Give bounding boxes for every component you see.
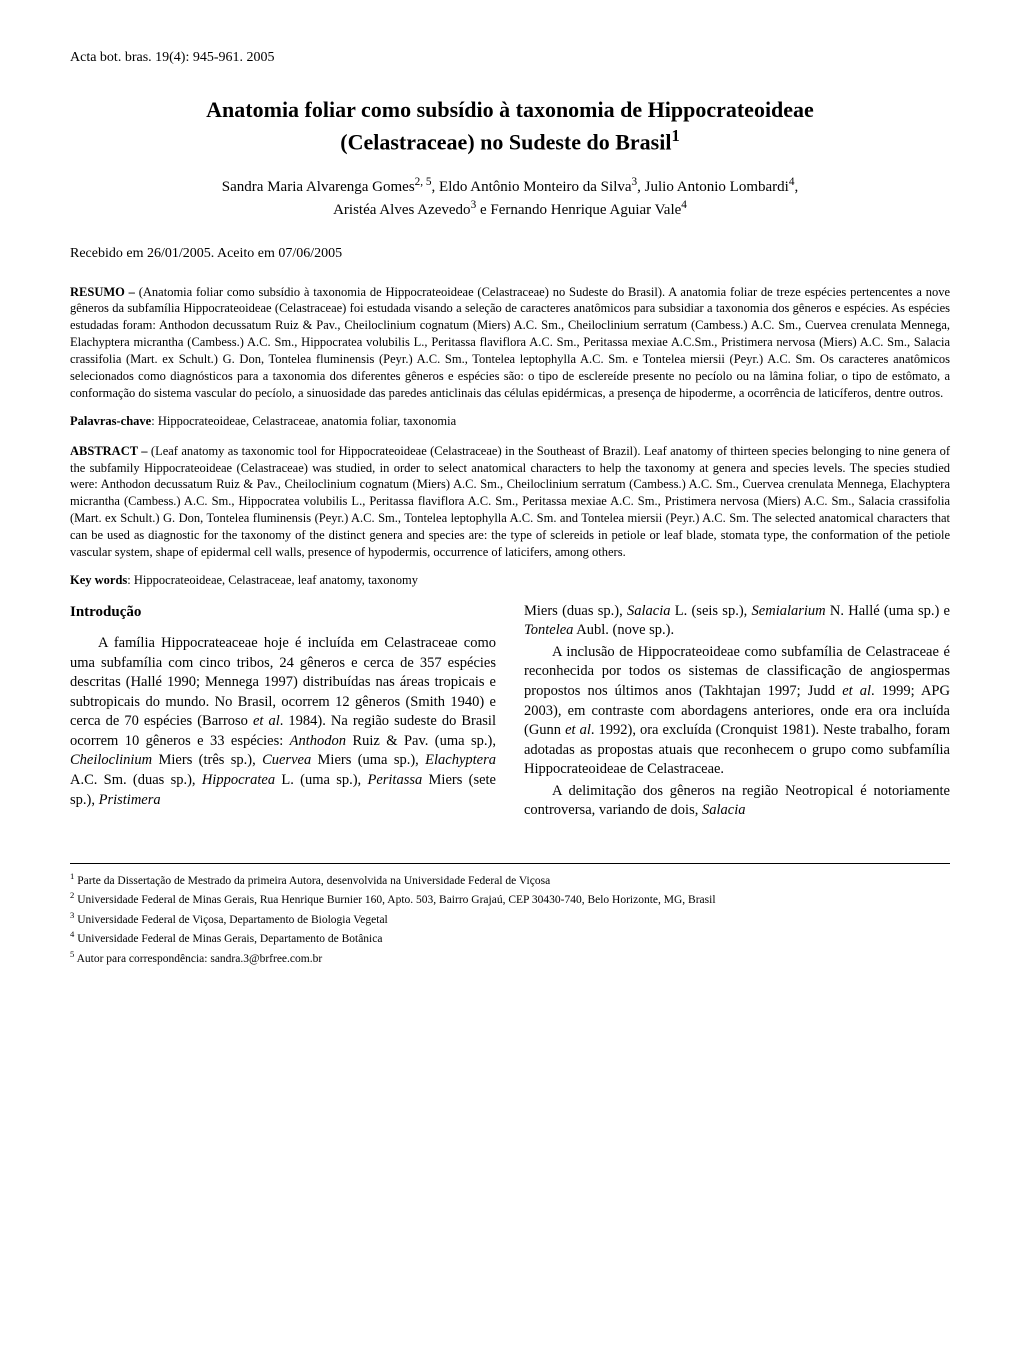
received-accepted: Recebido em 26/01/2005. Aceito em 07/06/… [70, 246, 950, 262]
fn-sup-4: 4 [70, 929, 74, 939]
p1-m: L. (uma sp.), [275, 772, 367, 788]
palavras-chave: Palavras-chave: Hippocrateoideae, Celast… [70, 414, 950, 429]
footnotes: 1 Parte da Dissertação de Mestrado da pr… [70, 870, 950, 968]
author-sep-2: , Julio Antonio Lombardi [637, 179, 789, 195]
p1-p: Pristimera [99, 792, 161, 808]
footnote-1: 1 Parte da Dissertação de Mestrado da pr… [70, 870, 950, 890]
p1c-g: Aubl. (nove sp.). [573, 622, 674, 638]
abstract-block: ABSTRACT – (Leaf anatomy as taxonomic to… [70, 443, 950, 561]
resumo-block: RESUMO – (Anatomia foliar como subsídio … [70, 284, 950, 402]
title-footnote-sup: 1 [671, 126, 679, 145]
p1-e: Ruiz & Pav. (uma sp.), [346, 733, 496, 749]
p1-g: Miers (três sp.), [152, 752, 262, 768]
p1-f: Cheiloclinium [70, 752, 152, 768]
p1-b: et al [253, 713, 280, 729]
keywords-text: : Hippocrateoideae, Celastraceae, leaf a… [127, 573, 418, 587]
footnote-rule [70, 863, 950, 864]
p1-j: Elachyptera [425, 752, 496, 768]
palavras-label: Palavras-chave [70, 414, 151, 428]
article-title: Anatomia foliar como subsídio à taxonomi… [70, 96, 950, 157]
p3-b: Salacia [702, 802, 746, 818]
fn-sup-2: 2 [70, 890, 74, 900]
footnote-4: 4 Universidade Federal de Minas Gerais, … [70, 928, 950, 948]
footnote-3: 3 Universidade Federal de Viçosa, Depart… [70, 909, 950, 929]
two-column-body: Introdução A família Hippocrateaceae hoj… [70, 602, 950, 823]
p1-i: Miers (uma sp.), [311, 752, 425, 768]
title-line-1: Anatomia foliar como subsídio à taxonomi… [206, 97, 814, 122]
intro-paragraph-2: A inclusão de Hippocrateoideae como subf… [524, 643, 950, 780]
title-line-2: (Celastraceae) no Sudeste do Brasil [340, 129, 671, 154]
fn-text-4: Universidade Federal de Minas Gerais, De… [77, 933, 382, 945]
palavras-text: : Hippocrateoideae, Celastraceae, anatom… [151, 414, 456, 428]
p1c-f: Tontelea [524, 622, 573, 638]
fn-text-5: Autor para correspondência: sandra.3@brf… [77, 953, 323, 965]
authors-block: Sandra Maria Alvarenga Gomes2, 5, Eldo A… [70, 175, 950, 221]
fn-sup-5: 5 [70, 949, 74, 959]
p1c-b: Salacia [627, 603, 671, 619]
author-sep-3: , [794, 179, 798, 195]
author-1: Sandra Maria Alvarenga Gomes [222, 179, 415, 195]
p2-d: et al [565, 722, 591, 738]
intro-paragraph-3: A delimitação dos gêneros na região Neot… [524, 782, 950, 821]
author-5-sup: 4 [681, 199, 687, 211]
p1c-d: Semialarium [752, 603, 826, 619]
author-4: Aristéa Alves Azevedo [333, 202, 470, 218]
footnote-2: 2 Universidade Federal de Minas Gerais, … [70, 889, 950, 909]
column-right: Miers (duas sp.), Salacia L. (seis sp.),… [524, 602, 950, 823]
p2-b: et al [842, 683, 871, 699]
p1c-e: N. Hallé (uma sp.) e [826, 603, 950, 619]
column-left: Introdução A família Hippocrateaceae hoj… [70, 602, 496, 823]
p1-k: A.C. Sm. (duas sp.), [70, 772, 202, 788]
footnote-5: 5 Autor para correspondência: sandra.3@b… [70, 948, 950, 968]
fn-sup-3: 3 [70, 910, 74, 920]
journal-reference: Acta bot. bras. 19(4): 945-961. 2005 [70, 50, 950, 66]
author-sep-4: e Fernando Henrique Aguiar Vale [476, 202, 681, 218]
abstract-text: (Leaf anatomy as taxonomic tool for Hipp… [70, 444, 950, 559]
fn-text-2: Universidade Federal de Minas Gerais, Ru… [77, 894, 715, 906]
author-1-sup: 2, 5 [415, 176, 432, 188]
p1-l: Hippocratea [202, 772, 275, 788]
abstract-label: ABSTRACT – [70, 444, 151, 458]
keywords: Key words: Hippocrateoideae, Celastracea… [70, 573, 950, 588]
fn-text-3: Universidade Federal de Viçosa, Departam… [77, 914, 388, 926]
keywords-label: Key words [70, 573, 127, 587]
intro-paragraph-1-cont: Miers (duas sp.), Salacia L. (seis sp.),… [524, 602, 950, 641]
p1c-a: Miers (duas sp.), [524, 603, 627, 619]
resumo-text: (Anatomia foliar como subsídio à taxonom… [70, 285, 950, 400]
resumo-label: RESUMO – [70, 285, 139, 299]
fn-text-1: Parte da Dissertação de Mestrado da prim… [77, 875, 550, 887]
p1-h: Cuervea [262, 752, 311, 768]
introduction-heading: Introdução [70, 602, 496, 622]
p1-d: Anthodon [290, 733, 346, 749]
p1-n: Peritassa [367, 772, 422, 788]
intro-paragraph-1: A família Hippocrateaceae hoje é incluíd… [70, 634, 496, 810]
author-sep-1: , Eldo Antônio Monteiro da Silva [432, 179, 632, 195]
fn-sup-1: 1 [70, 871, 74, 881]
p1c-c: L. (seis sp.), [670, 603, 751, 619]
